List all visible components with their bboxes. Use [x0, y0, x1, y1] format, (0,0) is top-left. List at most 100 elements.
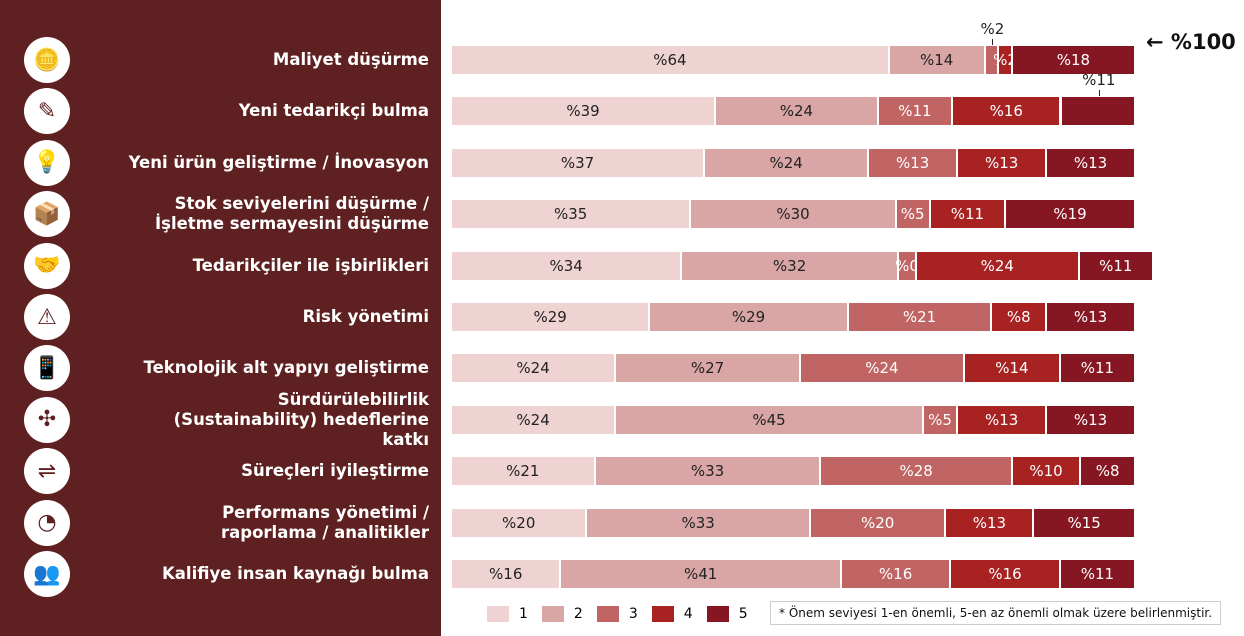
data-label: %16	[489, 565, 523, 583]
bar-segment: %30	[691, 200, 897, 229]
legend-swatch	[596, 606, 619, 622]
bar-segment: %18	[1012, 46, 1136, 74]
data-label: %27	[690, 359, 725, 378]
bar-segment: %21	[848, 303, 993, 331]
legend-item: 5	[706, 606, 748, 622]
data-label: %0	[895, 256, 919, 275]
legend-label: 2	[573, 606, 583, 622]
gauge-icon: ◔	[24, 499, 70, 546]
bar-segment: %15	[1034, 508, 1136, 537]
bar-segment: %33	[595, 457, 822, 486]
data-label: %15	[1067, 513, 1101, 532]
category-row: ⚠ Risk yönetimi	[0, 293, 441, 341]
bar-segment: %29	[650, 303, 849, 331]
data-label: %33	[690, 462, 725, 481]
legend-item: 3	[596, 606, 638, 622]
bar-segment: %27	[616, 354, 801, 383]
bar-segment: %34	[452, 251, 683, 280]
bar-segment: %16	[953, 97, 1062, 126]
data-label: %14	[995, 359, 1029, 378]
coins-icon: 🪙	[24, 37, 70, 83]
category-label: Teknolojik alt yapıyı geliştirme	[143, 358, 429, 378]
bar-segment: %37	[452, 148, 706, 177]
data-label: %11	[1082, 71, 1116, 90]
bar-segment: %11	[878, 97, 954, 126]
category-label: Sürdürülebilirlik (Sustainability) hedef…	[173, 389, 429, 449]
bar-segment: %13	[1047, 303, 1136, 331]
bar-segment: %45	[616, 405, 924, 434]
bar-segment: %39	[452, 97, 717, 126]
legend-item: 2	[541, 606, 583, 622]
data-label: %13	[984, 410, 1019, 429]
bar-segment	[985, 46, 1000, 74]
bar-segment: %13	[958, 148, 1048, 177]
data-label: %21	[506, 462, 540, 481]
document-pen-icon: ✎	[24, 88, 70, 135]
bar-segment: %11	[1079, 251, 1154, 280]
category-label: Risk yönetimi	[302, 307, 429, 326]
bar-segment: %11	[1060, 354, 1136, 383]
data-label: %64	[653, 51, 687, 69]
bar-segment: %8	[992, 303, 1048, 331]
data-label: %16	[988, 565, 1022, 583]
bar-segment: %13	[1047, 148, 1136, 177]
data-label: %14	[919, 51, 954, 69]
data-label: %24	[865, 359, 899, 378]
data-label: %34	[549, 256, 583, 275]
data-label: %18	[1056, 51, 1091, 69]
data-label: %30	[776, 205, 810, 224]
people-icon: 👥	[24, 551, 70, 597]
data-label: %24	[516, 359, 550, 378]
data-label: %5	[928, 410, 952, 429]
bar-segment: %2	[993, 46, 1017, 74]
legend: 1 2 3 4 5	[487, 606, 748, 622]
bar-segment: %24	[800, 354, 965, 383]
category-row: ⇌ Süreçleri iyileştirme	[0, 447, 441, 495]
legend-label: 5	[738, 606, 748, 622]
category-label: Performans yönetimi / raporlama / analit…	[220, 502, 429, 542]
category-row: ✎ Yeni tedarikçi bulma	[0, 87, 441, 135]
bar-segment: %11	[1060, 560, 1136, 588]
data-label: %11	[1080, 565, 1115, 583]
box-icon: 📦	[24, 191, 70, 238]
data-label: %41	[683, 565, 718, 583]
data-label: %13	[972, 513, 1007, 532]
data-label: %32	[772, 256, 807, 275]
category-row: 📦 Stok seviyelerini düşürme / İşletme ser…	[0, 190, 441, 238]
data-label: %2	[980, 20, 1005, 38]
bar-segment: %19	[1006, 200, 1136, 229]
bar-segment: %5	[896, 200, 931, 229]
category-row: ✣ Sürdürülebilirlik (Sustainability) hede…	[0, 389, 441, 449]
bar-segment: %5	[923, 405, 959, 434]
data-label: %11	[898, 102, 932, 121]
data-label: %16	[989, 102, 1023, 121]
warning-icon: ⚠	[24, 294, 70, 340]
bar-segment: %8	[1081, 457, 1136, 486]
data-label: %20	[860, 513, 895, 532]
data-label: %24	[980, 256, 1014, 275]
bar-segment: %11	[930, 200, 1007, 229]
data-label: %8	[1095, 462, 1120, 481]
legend-swatch	[487, 606, 509, 622]
data-label: %24	[779, 102, 814, 121]
bar-segment: %14	[889, 46, 986, 74]
data-label: %24	[516, 410, 550, 429]
category-row: ◔ Performans yönetimi / raporlama / anali…	[0, 499, 441, 547]
data-label: %13	[984, 153, 1019, 172]
lightbulb-icon: 💡	[24, 139, 70, 186]
bar-segment: %24	[705, 148, 870, 177]
category-label: Yeni ürün geliştirme / İnovasyon	[128, 152, 429, 172]
legend-swatch	[541, 606, 564, 622]
legend-label: 4	[683, 606, 693, 622]
data-label: %11	[1080, 359, 1115, 378]
legend-item: 4	[651, 606, 693, 622]
data-label: %21	[902, 308, 937, 326]
handshake-icon: 🤝	[24, 242, 70, 289]
data-label: %19	[1053, 205, 1087, 224]
category-panel: 🪙 Maliyet düşürme ✎ Yeni tedarikçi bulma 💡 Ye…	[0, 0, 441, 636]
bar-segment: %16	[841, 560, 952, 588]
data-label: %29	[533, 308, 567, 326]
data-label: %5	[900, 205, 925, 224]
bar-segment: %16	[951, 560, 1061, 588]
bar-segment: %35	[452, 200, 692, 229]
